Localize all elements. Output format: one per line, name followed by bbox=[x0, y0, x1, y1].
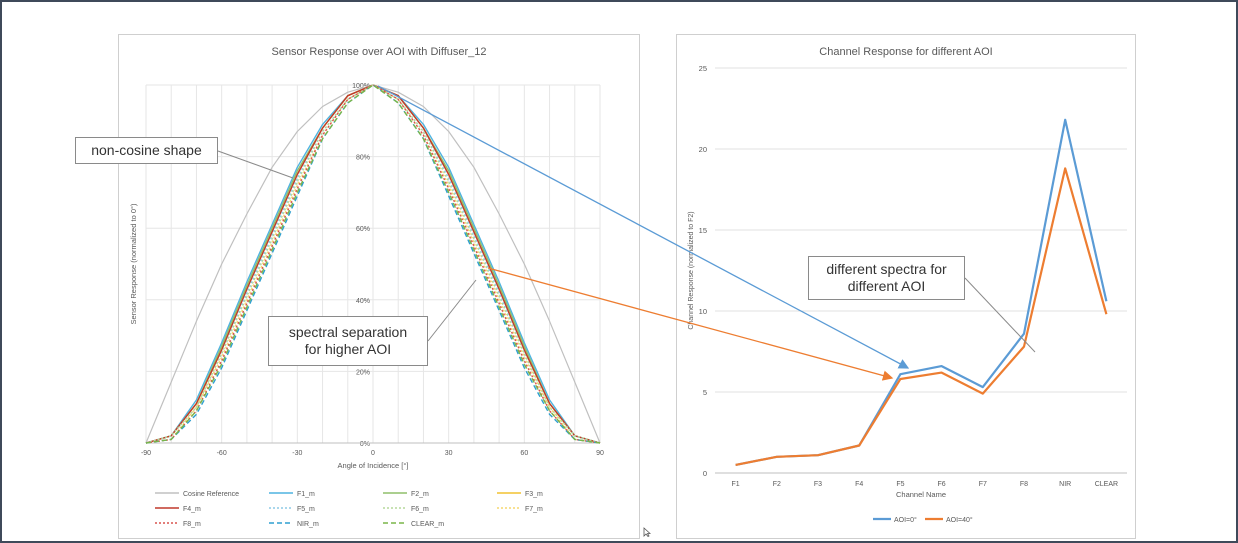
different-spectra-line1: different spectra for bbox=[826, 260, 947, 277]
x-tick-label: F4 bbox=[855, 481, 863, 488]
x-tick-label: F3 bbox=[814, 481, 822, 488]
legend-label: NIR_m bbox=[297, 521, 319, 528]
x-tick-label: F8 bbox=[1020, 481, 1028, 488]
x-tick-label: F5 bbox=[896, 481, 904, 488]
y-tick-label: 80% bbox=[356, 155, 370, 162]
orange-arrow bbox=[487, 267, 894, 381]
spectra-leader bbox=[964, 277, 1036, 353]
legend-label: F4_m bbox=[183, 506, 201, 513]
chart-title: Sensor Response over AOI with Diffuser_1… bbox=[271, 46, 486, 58]
x-tick-label: 0 bbox=[371, 450, 375, 457]
x-tick-label: -30 bbox=[292, 450, 302, 457]
spectral-separation-line1: spectral separation bbox=[288, 323, 408, 340]
non-cosine-label: non-cosine shape bbox=[91, 141, 202, 158]
x-axis-label: Angle of Incidence [°] bbox=[338, 461, 409, 470]
y-axis-label: Sensor Response (normalized to 0°) bbox=[129, 203, 138, 324]
y-tick-label: 100% bbox=[352, 83, 370, 90]
x-tick-label: F6 bbox=[938, 481, 946, 488]
x-tick-label: F7 bbox=[979, 481, 987, 488]
x-tick-label: F1 bbox=[732, 481, 740, 488]
legend-label: F6_m bbox=[411, 506, 429, 513]
non-cosine-leader bbox=[217, 150, 294, 179]
chart-title: Channel Response for different AOI bbox=[819, 46, 992, 58]
series-line bbox=[145, 84, 601, 444]
legend-label: F8_m bbox=[183, 521, 201, 528]
y-tick-label: 20 bbox=[699, 145, 707, 154]
y-tick-label: 60% bbox=[356, 226, 370, 233]
non-cosine-callout: non-cosine shape bbox=[75, 137, 218, 164]
y-tick-label: 40% bbox=[356, 298, 370, 305]
x-tick-label: F2 bbox=[773, 481, 781, 488]
x-axis-label: Channel Name bbox=[896, 490, 946, 499]
left-chart-panel: Sensor Response over AOI with Diffuser_1… bbox=[118, 34, 640, 539]
legend-label: F1_m bbox=[297, 491, 315, 498]
spectral-separation-line2: for higher AOI bbox=[304, 341, 392, 357]
x-tick-label: 90 bbox=[596, 450, 604, 457]
y-tick-label: 0% bbox=[360, 441, 370, 448]
y-tick-label: 25 bbox=[699, 64, 707, 73]
legend-label: AOI=40° bbox=[946, 516, 973, 524]
y-tick-label: 10 bbox=[699, 307, 707, 316]
x-tick-label: -90 bbox=[141, 450, 151, 457]
y-tick-label: 20% bbox=[356, 369, 370, 376]
x-tick-label: CLEAR bbox=[1095, 481, 1118, 488]
y-axis-label: Channel Response (normalized to F2) bbox=[688, 211, 695, 329]
x-tick-label: 60 bbox=[520, 450, 528, 457]
series-line bbox=[735, 167, 1108, 466]
y-tick-label: 5 bbox=[703, 388, 707, 397]
x-tick-label: -60 bbox=[217, 450, 227, 457]
channel-response-chart: Channel Response for different AOI 0 5 10 15… bbox=[688, 46, 1127, 524]
legend-label: F2_m bbox=[411, 491, 429, 498]
legend-label: F7_m bbox=[525, 506, 543, 513]
blue-arrow bbox=[377, 85, 910, 369]
y-tick-label: 0 bbox=[703, 469, 707, 478]
series-line bbox=[145, 84, 601, 444]
legend-label: AOI=0° bbox=[894, 516, 917, 524]
y-tick-label: 15 bbox=[699, 226, 707, 235]
spectral-leader bbox=[427, 279, 477, 342]
different-spectra-callout: different spectra for different AOI bbox=[808, 256, 965, 300]
legend-label: CLEAR_m bbox=[411, 521, 444, 528]
mouse-cursor-icon bbox=[643, 527, 651, 537]
x-tick-label: NIR bbox=[1059, 481, 1071, 488]
different-spectra-line2: different AOI bbox=[847, 278, 926, 294]
legend-label: Cosine Reference bbox=[183, 491, 239, 498]
spectral-separation-callout: spectral separation for higher AOI bbox=[268, 316, 428, 366]
series-line bbox=[145, 84, 601, 444]
x-tick-label: 30 bbox=[445, 450, 453, 457]
legend-label: F5_m bbox=[297, 506, 315, 513]
sensor-response-chart: Sensor Response over AOI with Diffuser_1… bbox=[129, 46, 604, 528]
legend-label: F3_m bbox=[525, 491, 543, 498]
